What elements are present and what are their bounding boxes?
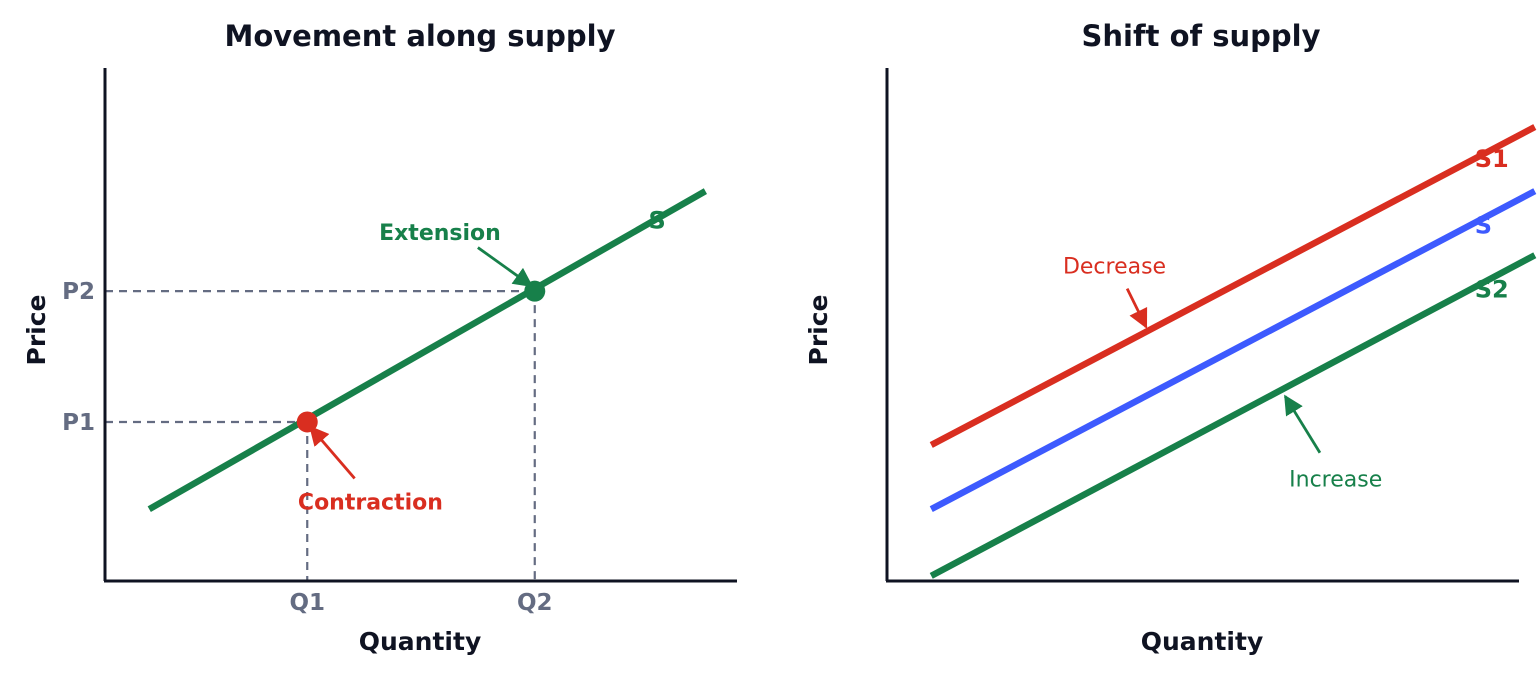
y-tick-label: P2: [62, 279, 95, 305]
y-axis-label: Price: [804, 295, 833, 366]
series-label-s: S: [649, 206, 666, 234]
series-label-s2: S2: [1475, 276, 1509, 304]
shift-chart: Shift of supply S1 S S2 Decrease Increase Q…: [804, 19, 1537, 656]
series-layer: S1 S S2: [929, 124, 1537, 579]
x-axis-label: Quantity: [359, 627, 482, 656]
series-label-s: S: [1475, 211, 1492, 239]
series-line-s: [147, 188, 708, 513]
series-line-s: [929, 188, 1537, 513]
series-layer: S: [147, 188, 708, 513]
annotation-arrow: [309, 425, 356, 480]
movement-chart-title: Movement along supply: [224, 19, 615, 53]
series-line-s1: [929, 124, 1537, 448]
annotation-arrow: [1283, 394, 1322, 454]
y-axis-label: Price: [22, 295, 51, 366]
x-tick-label: Q2: [517, 590, 553, 616]
y-tick-label: P1: [62, 410, 95, 436]
x-axis-label: Quantity: [1141, 627, 1264, 656]
guide-lines: [105, 290, 536, 581]
annotation-extension-label: Extension: [379, 221, 501, 246]
annotation-contraction-label: Contraction: [298, 490, 443, 515]
tick-labels: P1 P2 Q1 Q2: [62, 279, 552, 616]
shift-chart-title: Shift of supply: [1082, 19, 1321, 53]
series-line-s2: [929, 252, 1537, 579]
annotations-layer: Decrease Increase: [1063, 255, 1382, 493]
data-point: [296, 411, 318, 433]
series-label-s1: S1: [1475, 145, 1509, 173]
annotation-arrow: [1125, 287, 1148, 329]
annotation-decrease-label: Decrease: [1063, 255, 1166, 280]
annotations-layer: Contraction Extension: [298, 221, 534, 515]
annotation-increase-label: Increase: [1289, 467, 1382, 492]
x-tick-label: Q1: [289, 590, 325, 616]
movement-chart: Movement along supply S Contraction Exten…: [22, 19, 737, 656]
annotation-arrow: [477, 246, 534, 288]
